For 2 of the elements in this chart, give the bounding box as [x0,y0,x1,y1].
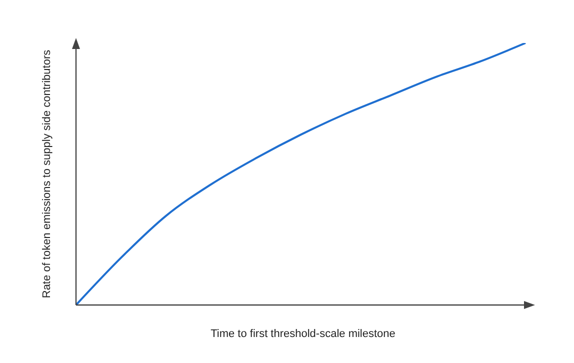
x-axis-title: Time to first threshold-scale milestone [210,328,396,340]
y-axis-title: Rate of token emissions to supply side contributors [41,50,53,298]
